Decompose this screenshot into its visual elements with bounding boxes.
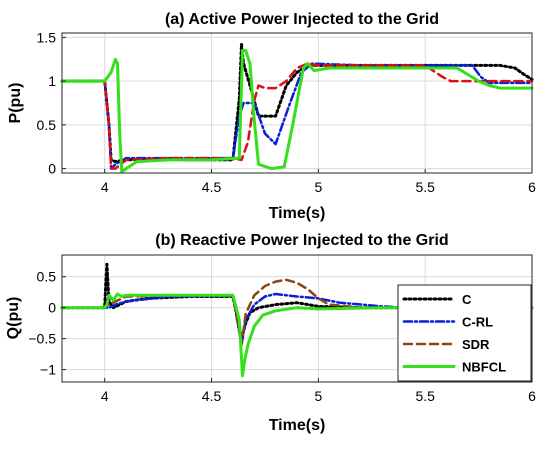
x-tick-label: 6	[528, 179, 536, 195]
series-line-c-rl	[60, 62, 534, 170]
legend-label: C	[462, 292, 472, 307]
y-axis-label: Q(pu)	[5, 297, 22, 340]
x-axis-label: Time(s)	[269, 417, 326, 434]
legend-label: C-RL	[462, 315, 493, 330]
x-tick-label: 6	[528, 388, 536, 404]
x-tick-label: 4.5	[202, 388, 222, 404]
x-tick-label: 5.5	[415, 388, 435, 404]
series-line-c-rl	[60, 292, 534, 347]
series-line-sdr	[60, 62, 534, 170]
y-axis-label: P(pu)	[7, 83, 24, 124]
x-tick-label: 5	[314, 179, 322, 195]
y-tick-label: 1.5	[37, 29, 57, 45]
x-tick-label: 5	[314, 388, 322, 404]
y-tick-label: 1	[48, 73, 56, 89]
y-tick-label: −1	[40, 362, 56, 378]
y-tick-label: 0	[48, 300, 56, 316]
chart-title: (b) Reactive Power Injected to the Grid	[155, 232, 448, 249]
x-axis-label: Time(s)	[269, 205, 326, 222]
x-tick-label: 4	[101, 179, 109, 195]
y-tick-label: 0.5	[37, 269, 57, 285]
chart-title: (a) Active Power Injected to the Grid	[165, 11, 439, 28]
y-tick-label: 0	[48, 161, 56, 177]
panel-active-power: (a) Active Power Injected to the Grid 4 4…	[7, 11, 536, 222]
legend: C C-RL SDR NBFCL	[397, 284, 532, 382]
series-line-nbfcl	[60, 49, 534, 174]
series-line-sdr	[60, 278, 534, 347]
legend-label: NBFCL	[462, 360, 506, 375]
x-tick-label: 4.5	[202, 179, 222, 195]
series-line-nbfcl	[60, 292, 534, 378]
panel-reactive-power: (b) Reactive Power Injected to the Grid …	[5, 232, 536, 434]
y-tick-label: −0.5	[28, 331, 56, 347]
plot-frame	[61, 254, 533, 383]
x-tick-label: 5.5	[415, 179, 435, 195]
legend-label: SDR	[462, 337, 490, 352]
x-tick-label: 4	[101, 388, 109, 404]
y-tick-label: 0.5	[37, 117, 57, 133]
plot-frame	[61, 32, 533, 174]
